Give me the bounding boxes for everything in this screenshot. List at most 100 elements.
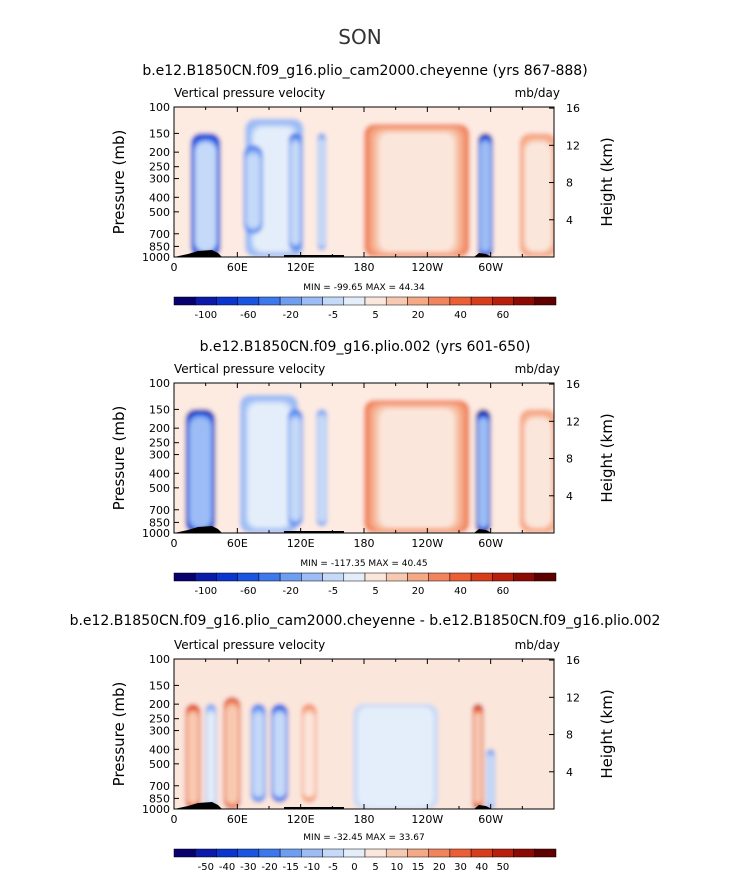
- panel-3: b.e12.B1850CN.f09_g16.plio_cam2000.cheye…: [70, 613, 661, 873]
- colorbar-swatch: [428, 296, 451, 306]
- panel-3-variable: Vertical pressure velocity: [174, 638, 325, 652]
- colorbar-swatch: [279, 296, 302, 306]
- y-tick-label: 1000: [142, 251, 170, 264]
- panel-2: b.e12.B1850CN.f09_g16.plio.002 (yrs 601-…: [110, 339, 616, 597]
- y-tick-label: 500: [149, 758, 170, 771]
- y-tick-label: 200: [149, 422, 170, 435]
- colorbar-label: -20: [283, 586, 299, 597]
- colorbar-swatch: [407, 572, 429, 582]
- panel-1-y2label: Height (km): [598, 137, 616, 226]
- colorbar-swatch: [173, 848, 196, 858]
- field-cell: [248, 403, 290, 528]
- field-cell: [379, 408, 455, 528]
- x-tick-label: 0: [171, 813, 178, 826]
- panel-3-title: b.e12.B1850CN.f09_g16.plio_cam2000.cheye…: [70, 613, 661, 629]
- field-cell: [474, 712, 482, 804]
- colorbar-swatch: [237, 296, 260, 306]
- panel-1-field: [174, 107, 554, 257]
- colorbar-label: -10: [304, 862, 320, 873]
- colorbar-swatch: [173, 296, 196, 306]
- colorbar-swatch: [216, 572, 238, 582]
- colorbar-label: -40: [219, 862, 235, 873]
- topography-africa: [174, 802, 222, 809]
- colorbar-label: -100: [194, 586, 217, 597]
- colorbar-swatch: [385, 572, 408, 582]
- y-tick-label: 700: [149, 504, 170, 517]
- colorbar-swatch: [279, 848, 302, 858]
- x-tick-label: 60E: [227, 537, 248, 550]
- colorbar-label: 60: [497, 586, 510, 597]
- colorbar-swatch: [534, 572, 557, 582]
- y-tick-label: 700: [149, 228, 170, 241]
- colorbar-label: -50: [198, 862, 214, 873]
- panel-3-units: mb/day: [515, 638, 560, 652]
- y-tick-label: 500: [149, 482, 170, 495]
- y-tick-label: 500: [149, 206, 170, 219]
- colorbar-swatch: [449, 296, 472, 306]
- y-tick-label: 200: [149, 698, 170, 711]
- colorbar-swatch: [513, 848, 536, 858]
- field-cell: [318, 418, 326, 521]
- y2-tick-label: 16: [566, 654, 580, 667]
- field-cell: [207, 712, 215, 804]
- field-cell: [478, 418, 489, 528]
- panel-1: b.e12.B1850CN.f09_g16.plio_cam2000.cheye…: [110, 63, 616, 321]
- field-cell: [379, 132, 455, 252]
- colorbar-label: 0: [351, 862, 357, 873]
- colorbar-swatch: [492, 296, 514, 306]
- panel-3-stats: MIN = -32.45 MAX = 33.67: [303, 833, 424, 843]
- panel-3-colorbar: -50 -40 -30 -20 -15 -10 -5 0 5 10 15 20 30 40 50: [173, 848, 557, 873]
- panel-1-title: b.e12.B1850CN.f09_g16.plio_cam2000.cheye…: [142, 63, 587, 79]
- x-tick-label: 120E: [287, 261, 315, 274]
- panel-1-stats: MIN = -99.65 MAX = 44.34: [303, 283, 425, 293]
- colorbar-swatch: [385, 296, 408, 306]
- colorbar-swatch: [428, 572, 451, 582]
- y2-tick-label: 12: [566, 139, 580, 152]
- colorbar-label: 20: [412, 310, 425, 321]
- field-cell: [246, 153, 260, 229]
- colorbar-label: 40: [475, 862, 488, 873]
- colorbar-swatch: [194, 296, 217, 306]
- colorbar-swatch: [194, 848, 217, 858]
- y2-tick-label: 8: [566, 453, 573, 466]
- topography-andes: [474, 805, 492, 809]
- colorbar-label: 5: [372, 586, 378, 597]
- colorbar-label: 20: [412, 586, 425, 597]
- colorbar-label: 5: [372, 862, 378, 873]
- field-cell: [253, 127, 295, 252]
- y-tick-label: 1000: [142, 803, 170, 816]
- colorbar-swatch: [428, 848, 451, 858]
- x-tick-label: 120W: [411, 537, 443, 550]
- y2-tick-label: 16: [566, 102, 580, 115]
- topography-africa: [174, 250, 222, 257]
- x-tick-label: 0: [171, 537, 178, 550]
- y-tick-label: 850: [149, 516, 170, 529]
- panel-2-colorbar: -100 -60 -20 -5 5 20 40 60: [173, 572, 557, 597]
- x-tick-label: 60E: [227, 813, 248, 826]
- field-cell: [195, 142, 217, 252]
- field-cell: [365, 712, 426, 804]
- colorbar-swatch: [322, 848, 345, 858]
- colorbar-label: -5: [328, 862, 338, 873]
- colorbar-label: -20: [261, 862, 277, 873]
- y-tick-label: 200: [149, 146, 170, 159]
- x-tick-label: 180: [354, 537, 375, 550]
- x-tick-label: 120E: [287, 537, 315, 550]
- colorbar-swatch: [216, 296, 238, 306]
- y2-tick-label: 12: [566, 691, 580, 704]
- colorbar-swatch: [470, 848, 493, 858]
- colorbar-swatch: [364, 572, 387, 582]
- colorbar-swatch: [322, 296, 345, 306]
- colorbar-label: 60: [497, 310, 510, 321]
- colorbar-swatch: [364, 296, 387, 306]
- colorbar-swatch: [513, 572, 536, 582]
- field-cell: [273, 712, 286, 797]
- y-tick-label: 150: [149, 127, 170, 140]
- field-cell: [318, 142, 325, 245]
- y-tick-label: 850: [149, 240, 170, 253]
- topography-africa: [174, 526, 222, 533]
- colorbar-swatch: [407, 296, 429, 306]
